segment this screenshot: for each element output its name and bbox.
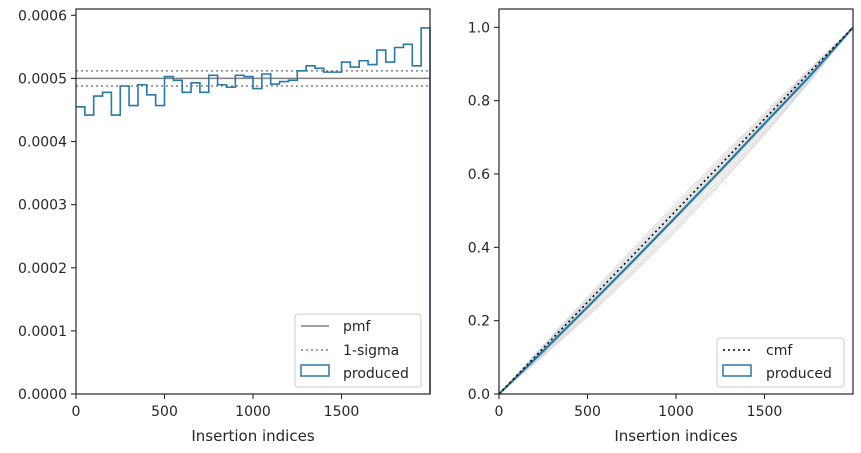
pmf-panel: 0.0000 0.0001 0.0002 0.0003 0.0004 0.0005 0.00… — [18, 8, 431, 445]
pmf-y-tick-label: 0.0001 — [18, 324, 67, 340]
pmf-y-tick-label: 0.0003 — [18, 198, 67, 214]
cmf-x-tick-label: 1500 — [747, 404, 783, 420]
pmf-x-axis-label: Insertion indices — [191, 427, 314, 445]
cmf-y-tick-label: 0.4 — [468, 240, 490, 256]
legend-produced-label: produced — [343, 366, 409, 382]
produced-histogram — [76, 27, 431, 394]
cmf-x-tick-label: 1000 — [658, 404, 694, 420]
posterior-draw-line — [498, 27, 854, 395]
posterior-draw-line — [498, 27, 854, 395]
posterior-draw-line — [498, 27, 854, 395]
cmf-y-tick-label: 1.0 — [468, 20, 490, 36]
cmf-y-tick-label: 0.0 — [468, 387, 490, 403]
legend-sigma-label: 1-sigma — [343, 343, 399, 359]
posterior-draw-line — [498, 26, 854, 395]
produced-cdf-line — [498, 26, 854, 395]
posterior-draw-line — [498, 26, 854, 395]
pmf-legend: pmf 1-sigma produced — [294, 313, 422, 388]
pmf-y-tick-label: 0.0002 — [18, 261, 67, 277]
cmf-y-tick-label: 0.6 — [468, 167, 490, 183]
posterior-draw-line — [498, 26, 854, 395]
legend-produced-swatch — [300, 364, 330, 377]
legend-cmf-label: cmf — [766, 343, 793, 359]
cmf-y-ticks: 0.0 0.2 0.4 0.6 0.8 1.0 — [468, 20, 499, 403]
posterior-draw-line — [498, 27, 854, 395]
pmf-x-tick-label: 500 — [151, 404, 178, 420]
pmf-x-tick-label: 1500 — [324, 404, 360, 420]
pmf-x-ticks: 0 500 1000 1500 — [72, 394, 360, 420]
posterior-draw-line — [498, 26, 854, 395]
pmf-y-tick-label: 0.0004 — [18, 135, 67, 151]
pmf-y-tick-label: 0.0000 — [18, 387, 67, 403]
cmf-y-tick-label: 0.8 — [468, 94, 490, 110]
cmf-x-axis-label: Insertion indices — [614, 427, 737, 445]
cmf-panel: 0.0 0.2 0.4 0.6 0.8 1.0 0 500 1000 1500 Insertio… — [468, 8, 854, 445]
legend-pmf-label: pmf — [343, 319, 372, 335]
pmf-x-tick-label: 0 — [72, 404, 81, 420]
cmf-y-tick-label: 0.2 — [468, 314, 490, 330]
pmf-legend-box — [294, 313, 422, 388]
cmf-x-tick-label: 0 — [495, 404, 504, 420]
cmf-x-tick-label: 500 — [574, 404, 601, 420]
cmf-x-ticks: 0 500 1000 1500 — [495, 394, 783, 420]
pmf-y-tick-label: 0.0005 — [18, 71, 67, 87]
legend-produced-swatch — [722, 364, 752, 377]
pmf-x-tick-label: 1000 — [235, 404, 271, 420]
cmf-legend: cmf produced — [716, 337, 845, 388]
pmf-y-ticks: 0.0000 0.0001 0.0002 0.0003 0.0004 0.0005 0.00… — [18, 8, 76, 403]
legend-produced-label: produced — [766, 366, 832, 382]
pmf-y-tick-label: 0.0006 — [18, 8, 67, 24]
